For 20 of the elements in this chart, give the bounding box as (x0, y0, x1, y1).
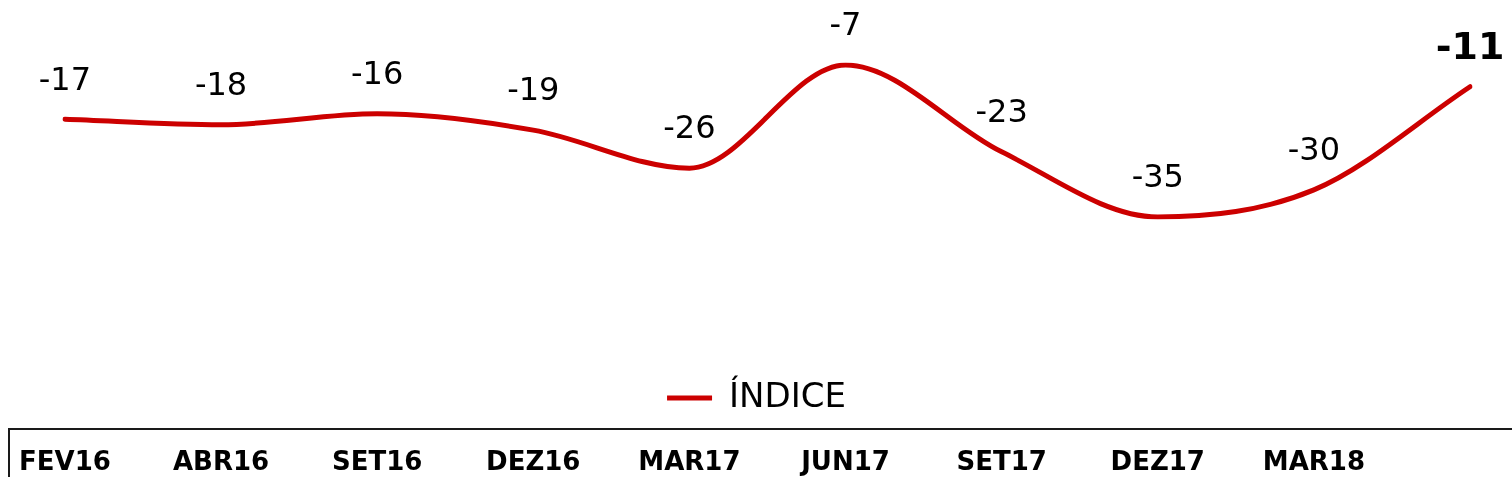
x-tick-label: DEZ17 (1110, 445, 1205, 476)
legend-label: ÍNDICE (729, 374, 846, 415)
x-tick-label: SET17 (956, 445, 1047, 476)
x-tick-label: MAR18 (1262, 445, 1365, 476)
data-label: -19 (507, 70, 560, 109)
data-label: -17 (38, 59, 92, 98)
data-label: -30 (1287, 130, 1341, 169)
data-label: -7 (829, 5, 862, 44)
x-tick-label: MAR17 (638, 445, 741, 476)
data-label: -26 (663, 108, 716, 147)
data-label: -11 (1435, 23, 1505, 68)
data-label: -18 (194, 65, 248, 104)
data-label: -35 (1131, 157, 1184, 196)
data-label: -16 (351, 54, 404, 93)
data-label: -23 (975, 92, 1028, 131)
x-tick-label: ABR16 (172, 445, 270, 476)
x-tick-label: DEZ16 (486, 445, 581, 476)
x-tick-label: FEV16 (19, 445, 111, 476)
x-tick-label: JUN17 (799, 445, 890, 476)
x-tick-label: SET16 (331, 445, 423, 476)
